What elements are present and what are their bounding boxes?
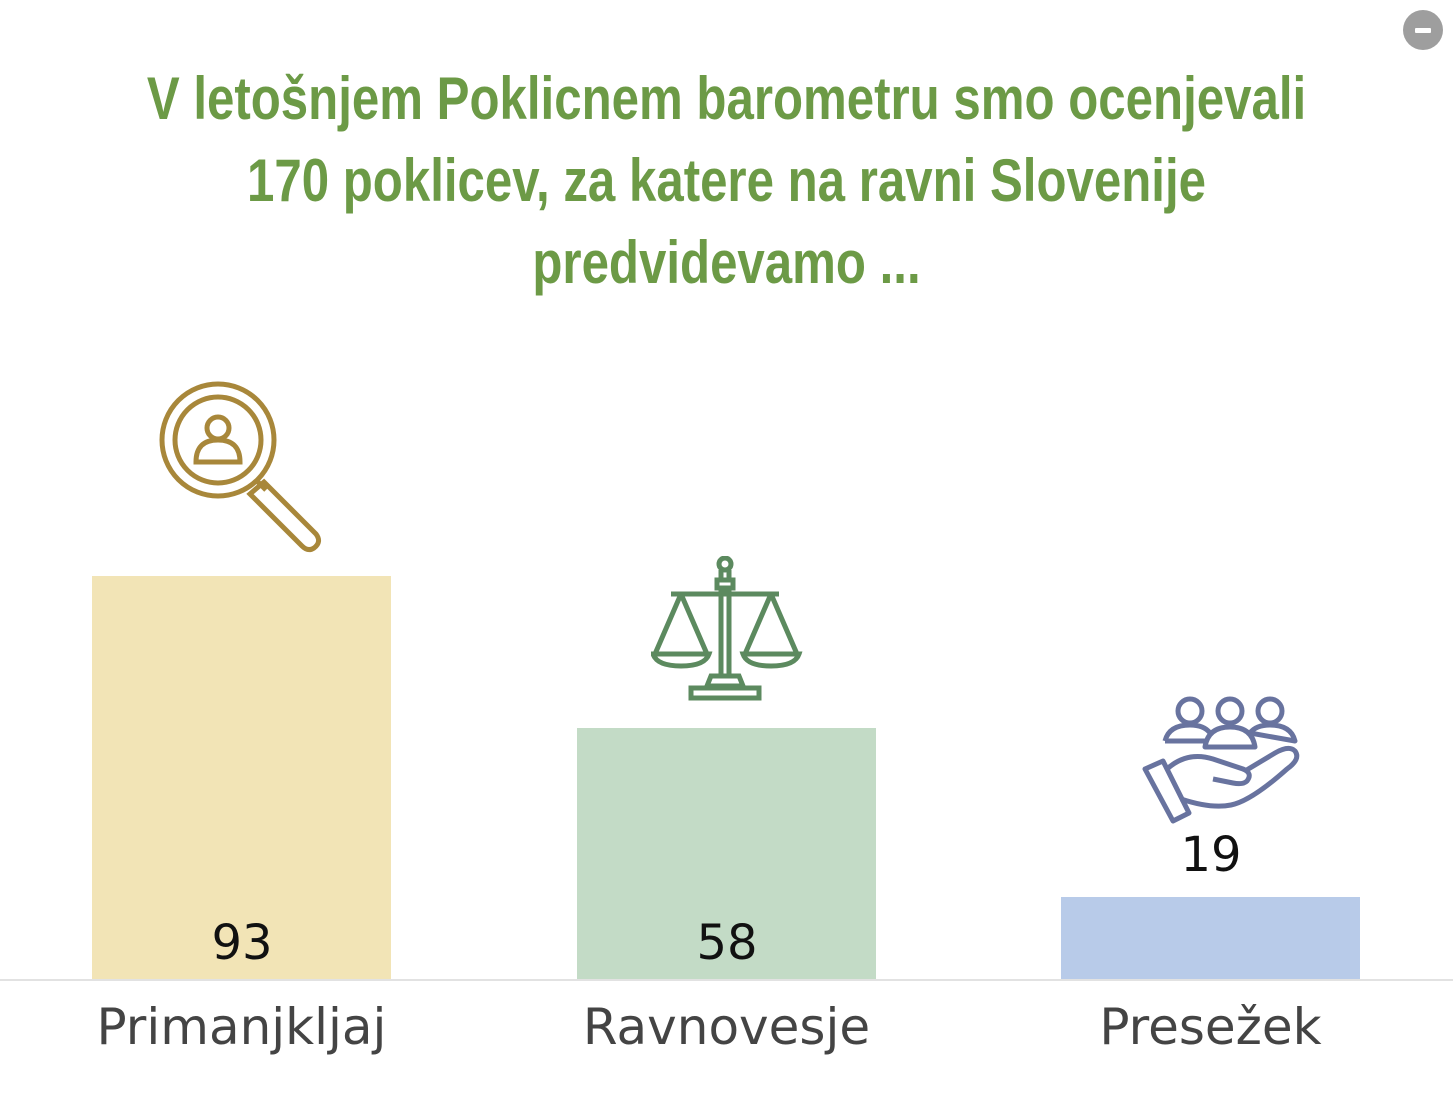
bar-presežek — [1061, 896, 1360, 979]
title-line-2: 170 poklicev, za katere na ravni Sloveni… — [246, 147, 1206, 214]
value-label: 93 — [211, 915, 273, 971]
magnifier-person-icon — [156, 378, 336, 562]
x-axis-line — [0, 979, 1453, 981]
collapse-button[interactable] — [1403, 10, 1443, 50]
bar-primanjkljaj — [92, 576, 391, 979]
value-label: 19 — [1180, 826, 1242, 883]
chart-title: V letošnjem Poklicnem barometru smo ocen… — [0, 58, 1453, 304]
hand-people-icon — [1137, 695, 1307, 829]
title-line-1: V letošnjem Poklicnem barometru smo ocen… — [146, 65, 1307, 132]
value-label: 58 — [696, 915, 758, 971]
category-label: Presežek — [1099, 998, 1322, 1056]
bar-ravnovesje — [577, 727, 876, 979]
category-label: Primanjkljaj — [96, 998, 387, 1056]
title-line-3: predvidevamo ... — [532, 229, 921, 296]
category-label: Ravnovesje — [582, 998, 871, 1056]
scales-icon — [649, 555, 811, 710]
